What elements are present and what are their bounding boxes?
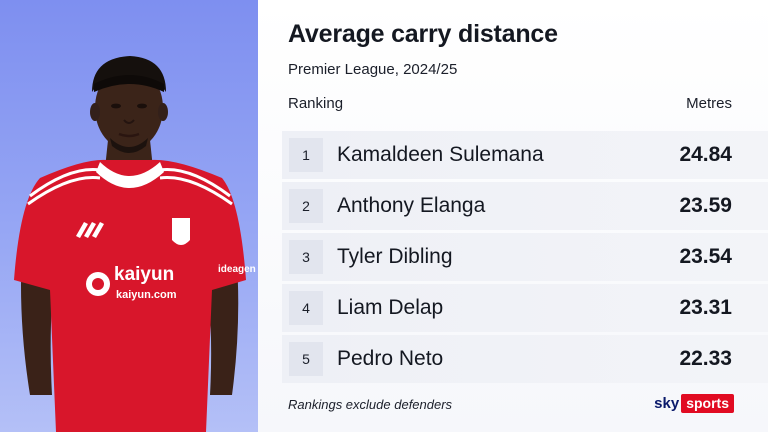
carry-distance-value: 23.54: [679, 245, 732, 268]
ranking-table: 1 Kamaldeen Sulemana 24.84 2 Anthony Ela…: [282, 131, 768, 386]
sleeve-sponsor: ideagen: [218, 264, 256, 275]
player-name: Anthony Elanga: [337, 194, 486, 217]
table-row: 3 Tyler Dibling 23.54: [282, 233, 768, 281]
column-header-metres: Metres: [686, 95, 732, 112]
stats-panel: Average carry distance Premier League, 2…: [258, 0, 768, 432]
page-title: Average carry distance: [288, 20, 558, 48]
rank-number: 2: [289, 189, 323, 223]
shirt-sponsor-name: kaiyun: [114, 264, 174, 285]
table-row: 2 Anthony Elanga 23.59: [282, 182, 768, 230]
player-name: Tyler Dibling: [337, 245, 453, 268]
player-panel: kaiyun kaiyun.com ideagen: [0, 0, 258, 432]
carry-distance-value: 23.59: [679, 194, 732, 217]
carry-distance-value: 24.84: [679, 143, 732, 166]
sky-sports-logo: sky sports: [654, 393, 734, 413]
rank-number: 3: [289, 240, 323, 274]
rank-number: 4: [289, 291, 323, 325]
rank-number: 1: [289, 138, 323, 172]
carry-distance-value: 22.33: [679, 347, 732, 370]
shirt-sponsor-url: kaiyun.com: [116, 289, 177, 301]
player-photo: kaiyun kaiyun.com ideagen: [14, 56, 256, 432]
column-header-ranking: Ranking: [288, 95, 344, 112]
carry-distance-value: 23.31: [679, 296, 732, 319]
player-name: Kamaldeen Sulemana: [337, 143, 544, 166]
player-name: Pedro Neto: [337, 347, 444, 370]
table-row: 4 Liam Delap 23.31: [282, 284, 768, 332]
footnote: Rankings exclude defenders: [288, 397, 453, 412]
table-row: 1 Kamaldeen Sulemana 24.84: [282, 131, 768, 179]
rank-number: 5: [289, 342, 323, 376]
player-name: Liam Delap: [337, 296, 444, 319]
brand-sky: sky: [654, 394, 680, 412]
brand-sports: sports: [681, 393, 734, 413]
page-subtitle: Premier League, 2024/25: [288, 61, 458, 78]
table-row: 5 Pedro Neto 22.33: [282, 335, 768, 383]
